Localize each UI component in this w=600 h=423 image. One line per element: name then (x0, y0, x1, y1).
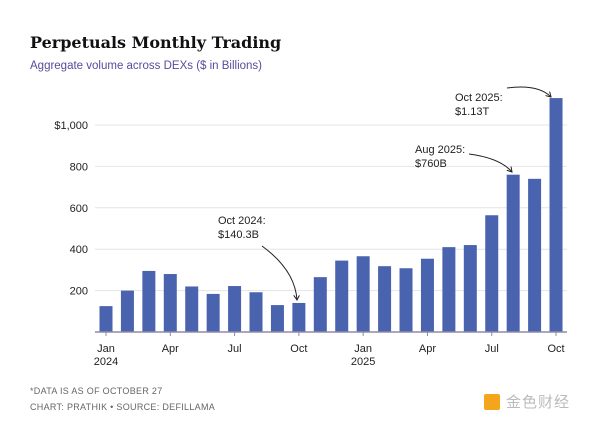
annotation-arrow (261, 245, 297, 300)
y-tick-label: 400 (70, 244, 88, 256)
bar-feb-2024 (120, 290, 134, 332)
y-tick-label: 800 (70, 161, 88, 173)
annotation-arrow (468, 153, 512, 172)
bar-jun-2025 (463, 245, 477, 332)
x-tick-label: Oct (547, 343, 564, 355)
x-tick-label: Jan (354, 343, 372, 355)
bar-aug-2025 (506, 174, 520, 332)
bar-mar-2024 (142, 270, 156, 332)
bar-dec-2024 (335, 260, 349, 332)
annotation-arrow (506, 86, 551, 97)
x-tick-label: Apr (419, 343, 436, 355)
annotation-line2: $760B (415, 158, 447, 170)
chart-subtitle: Aggregate volume across DEXs ($ in Billi… (30, 60, 263, 72)
y-tick-label: $1,000 (54, 120, 88, 132)
bar-jan-2024 (99, 306, 113, 332)
bar-sep-2025 (528, 178, 542, 332)
x-tick-label: Apr (162, 343, 179, 355)
bar-oct-2025 (549, 98, 563, 332)
y-tick-label: 600 (70, 203, 88, 215)
chart-title: Perpetuals Monthly Trading (30, 33, 282, 52)
watermark-logo: 金色财经 (484, 391, 570, 412)
credit: CHART: PRATHIK • SOURCE: DEFILLAMA (30, 402, 216, 412)
bar-oct-2024 (292, 302, 306, 332)
x-tick-label: Jul (228, 343, 242, 355)
x-tick-label: Oct (290, 343, 307, 355)
annotation-line2: $140.3B (218, 229, 259, 241)
x-tick-label: Jul (485, 343, 499, 355)
x-tick-label: Jan (97, 343, 115, 355)
bar-nov-2024 (313, 277, 327, 332)
bar-may-2025 (442, 247, 456, 332)
logo-icon (484, 393, 500, 410)
bar-jul-2024 (228, 286, 242, 332)
annotation-line1: Aug 2025: (415, 144, 465, 156)
bar-aug-2024 (249, 292, 263, 332)
bar-may-2024 (185, 286, 199, 332)
annotation-line2: $1.13T (455, 106, 490, 118)
bar-apr-2025 (420, 258, 434, 332)
bar-jul-2025 (485, 215, 499, 332)
bar-jan-2025 (356, 256, 370, 332)
bar-mar-2025 (399, 268, 413, 332)
y-tick-label: 200 (70, 286, 88, 298)
x-tick-year: 2024 (94, 356, 118, 368)
watermark-text: 金色财经 (506, 394, 571, 411)
bar-jun-2024 (206, 293, 220, 332)
bar-apr-2024 (163, 274, 177, 332)
x-tick-year: 2025 (351, 356, 375, 368)
bar-feb-2025 (378, 266, 392, 332)
footnote: *DATA IS AS OF OCTOBER 27 (30, 386, 163, 396)
annotation-line1: Oct 2025: (455, 92, 503, 104)
annotation-line1: Oct 2024: (218, 215, 266, 227)
bar-sep-2024 (270, 305, 284, 332)
